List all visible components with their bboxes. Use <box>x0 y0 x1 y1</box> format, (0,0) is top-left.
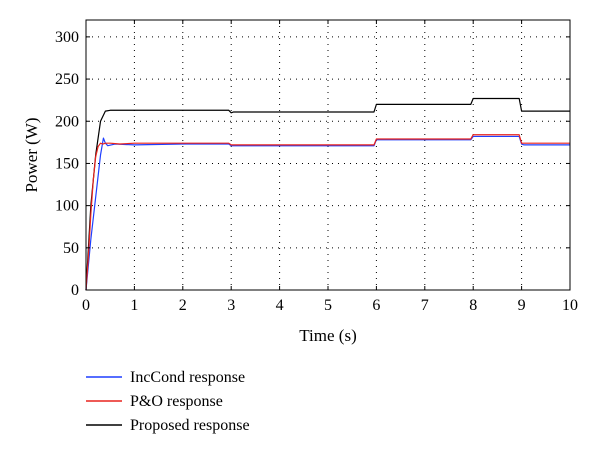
y-tick-label: 200 <box>55 113 79 130</box>
ticks <box>85 20 571 291</box>
x-tick-label: 10 <box>562 297 578 314</box>
series-line-inccond-response <box>85 135 570 291</box>
x-tick-label: 1 <box>130 297 138 314</box>
x-tick-label: 9 <box>518 297 526 314</box>
legend-item-proposed-response: Proposed response <box>86 417 250 434</box>
x-tick-label: 7 <box>421 297 429 314</box>
series-line-p-o-response <box>85 134 570 291</box>
series-lines <box>85 97 570 291</box>
y-tick-label: 100 <box>55 198 79 215</box>
x-tick-label: 8 <box>469 297 477 314</box>
legend: IncCond response P&O response Proposed res… <box>86 369 250 434</box>
x-tick-label: 6 <box>372 297 380 314</box>
legend-label: P&O response <box>130 393 223 410</box>
y-tick-labels: 0 50 100 150 200 250 300 <box>55 29 79 299</box>
x-axis-title: Time (s) <box>299 326 356 345</box>
y-tick-label: 150 <box>55 155 79 172</box>
x-tick-label: 2 <box>179 297 187 314</box>
x-tick-labels: 0 1 2 3 4 5 6 7 8 9 10 <box>82 297 578 314</box>
y-axis-title: Power (W) <box>22 117 41 192</box>
y-tick-label: 250 <box>55 71 79 88</box>
legend-label: IncCond response <box>130 369 245 386</box>
legend-label: Proposed response <box>130 417 250 434</box>
y-tick-label: 0 <box>71 282 79 299</box>
x-tick-label: 0 <box>82 297 90 314</box>
y-tick-label: 50 <box>63 240 79 257</box>
x-tick-label: 3 <box>227 297 235 314</box>
x-tick-label: 5 <box>324 297 332 314</box>
legend-item-inccond-response: IncCond response <box>86 369 245 386</box>
x-tick-label: 4 <box>276 297 284 314</box>
legend-item-p-o-response: P&O response <box>86 393 223 410</box>
y-tick-label: 300 <box>55 29 79 46</box>
series-line-proposed-response <box>85 97 570 291</box>
